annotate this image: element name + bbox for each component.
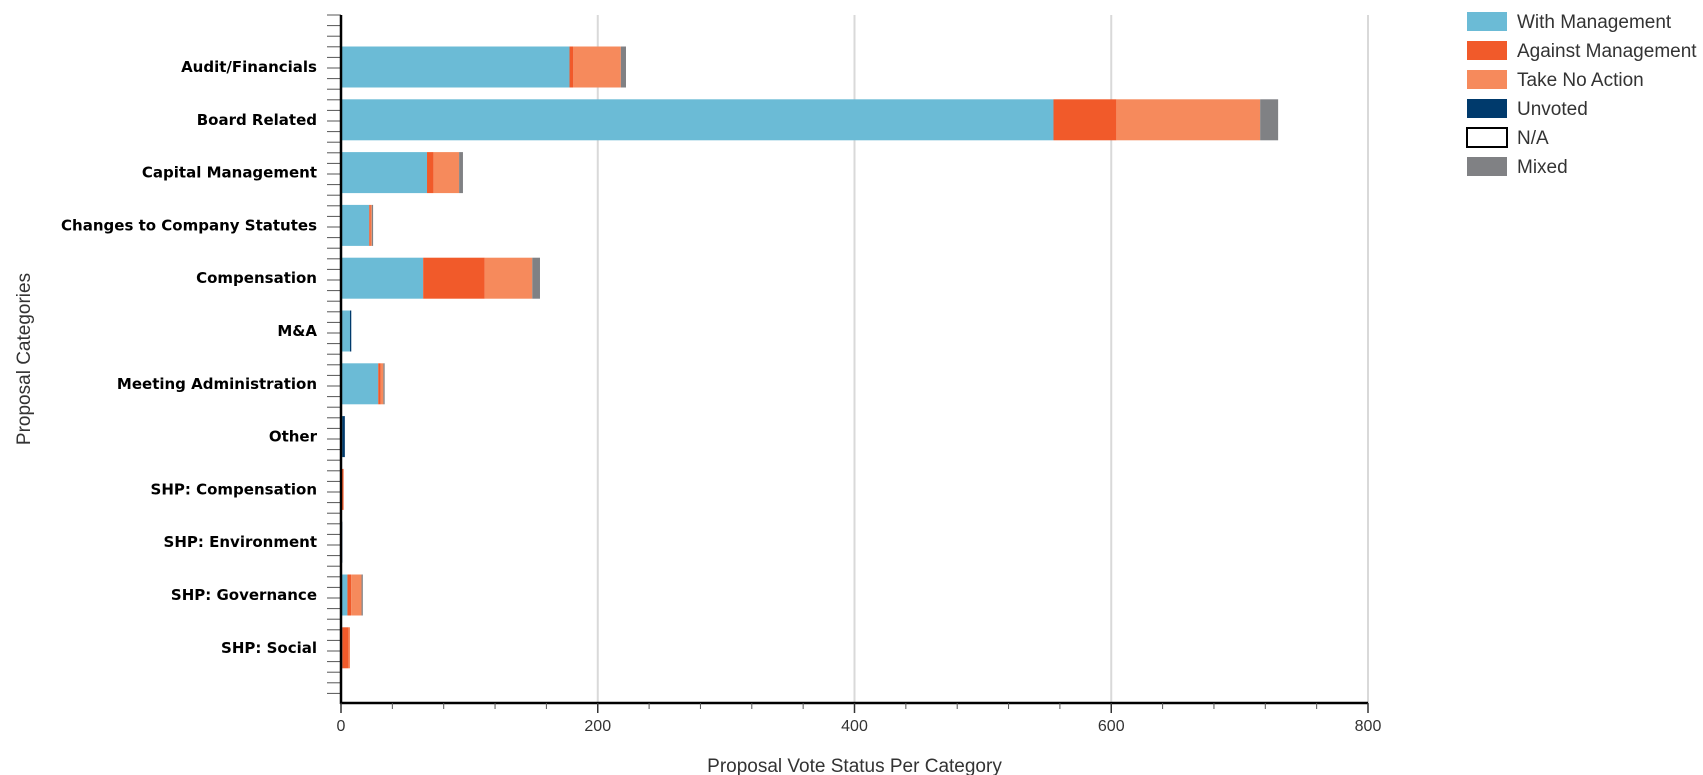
bar-segment bbox=[532, 257, 540, 299]
legend-swatch bbox=[1467, 12, 1507, 31]
labels: Audit/Financials Board Related Capital Man… bbox=[61, 58, 1381, 735]
bar-segment bbox=[1260, 99, 1279, 141]
bar-segment bbox=[341, 257, 424, 299]
bar-segment bbox=[361, 574, 363, 616]
y-axis-title: Proposal Categories bbox=[14, 273, 35, 445]
bars bbox=[341, 46, 1279, 669]
bar-segment bbox=[427, 152, 434, 194]
bar-segment bbox=[369, 204, 371, 246]
bar-segment bbox=[620, 46, 626, 88]
bar-segment bbox=[341, 99, 1054, 141]
bar-segment bbox=[341, 363, 379, 405]
category-label: SHP: Compensation bbox=[151, 480, 317, 498]
bar-segment bbox=[341, 310, 350, 352]
category-label: SHP: Environment bbox=[164, 533, 317, 551]
bar-segment bbox=[459, 152, 463, 194]
category-label: Changes to Company Statutes bbox=[61, 216, 317, 234]
category-label: M&A bbox=[277, 322, 317, 340]
legend-label: Unvoted bbox=[1517, 99, 1588, 120]
bar-segment bbox=[433, 152, 460, 194]
bar-segment bbox=[347, 574, 352, 616]
category-label: Audit/Financials bbox=[181, 58, 317, 76]
x-tick-label: 400 bbox=[841, 718, 868, 735]
legend: With Management Against Management Take No… bbox=[1466, 12, 1697, 178]
legend-label: Take No Action bbox=[1517, 70, 1644, 91]
category-label: Board Related bbox=[197, 111, 317, 129]
bar-segment bbox=[348, 627, 350, 669]
bar-segment bbox=[341, 46, 570, 88]
x-axis-title: Proposal Vote Status Per Category bbox=[707, 756, 1002, 775]
legend-swatch bbox=[1467, 99, 1507, 118]
bar-segment bbox=[351, 574, 362, 616]
category-label: Capital Management bbox=[142, 164, 317, 182]
bar-segment bbox=[380, 363, 384, 405]
legend-label: N/A bbox=[1517, 128, 1549, 149]
x-tick-label: 600 bbox=[1098, 718, 1125, 735]
bar-segment bbox=[484, 257, 533, 299]
category-label: SHP: Social bbox=[221, 639, 317, 657]
bar-segment bbox=[423, 257, 485, 299]
bar-segment bbox=[370, 204, 372, 246]
legend-swatch bbox=[1467, 70, 1507, 89]
category-label: SHP: Governance bbox=[171, 586, 317, 604]
legend-label: Mixed bbox=[1517, 157, 1568, 178]
bar-segment bbox=[1116, 99, 1261, 141]
x-tick-label: 0 bbox=[337, 718, 346, 735]
bar-segment bbox=[341, 574, 348, 616]
bar-segment bbox=[383, 363, 385, 405]
bar-segment bbox=[569, 46, 574, 88]
bar-segment bbox=[573, 46, 621, 88]
x-tick-label: 800 bbox=[1355, 718, 1382, 735]
bar-segment bbox=[341, 468, 344, 510]
x-tick-label: 200 bbox=[584, 718, 611, 735]
category-label: Other bbox=[269, 428, 318, 446]
legend-swatch bbox=[1466, 127, 1508, 148]
category-label: Meeting Administration bbox=[117, 375, 317, 393]
bar-segment bbox=[349, 310, 352, 352]
bar-segment bbox=[341, 204, 370, 246]
bar-segment bbox=[371, 204, 374, 246]
category-label: Compensation bbox=[196, 269, 317, 287]
bar-segment bbox=[342, 627, 349, 669]
legend-swatch bbox=[1467, 157, 1507, 176]
legend-swatch bbox=[1467, 41, 1507, 60]
bar-segment bbox=[341, 152, 428, 194]
bar-segment bbox=[1053, 99, 1117, 141]
bar-segment bbox=[378, 363, 381, 405]
axes bbox=[327, 14, 1369, 713]
legend-label: With Management bbox=[1517, 12, 1672, 33]
bar-segment bbox=[342, 416, 345, 458]
legend-label: Against Management bbox=[1517, 41, 1697, 62]
